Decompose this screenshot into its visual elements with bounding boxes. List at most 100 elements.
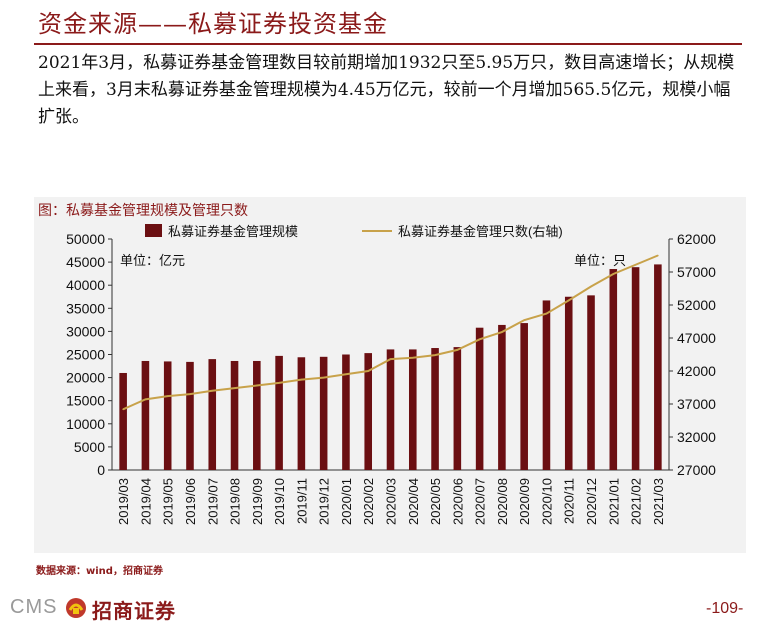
page-number: -109- — [706, 600, 744, 617]
bar-scale — [542, 300, 551, 470]
line-point — [501, 331, 503, 333]
bar-scale — [186, 361, 194, 470]
left-tick-label: 35000 — [66, 300, 105, 316]
right-tick-label: 57000 — [677, 264, 716, 280]
x-tick-label: 2020/10 — [539, 478, 554, 525]
body-paragraph: 2021年3月，私募证券基金管理数目较前期增加1932只至5.95万只，数目高速… — [38, 53, 735, 127]
bar-scale — [654, 264, 662, 470]
x-tick-label: 2019/03 — [116, 478, 131, 525]
x-tick-label: 2021/03 — [651, 478, 666, 525]
line-point — [523, 319, 525, 321]
bar-scale — [631, 267, 640, 470]
legend-swatch-bar — [145, 224, 162, 237]
x-tick-label: 2019/07 — [205, 478, 220, 525]
logo-en: CMS — [10, 596, 58, 618]
left-tick-label: 5000 — [74, 439, 105, 455]
data-source: 数据来源：wind，招商证券 — [36, 566, 163, 577]
line-point — [278, 382, 280, 384]
x-tick-label: 2020/02 — [361, 478, 376, 525]
line-point — [590, 285, 592, 288]
line-point — [545, 312, 548, 315]
logo-cn: 招商证券 — [92, 599, 176, 623]
line-point — [122, 408, 124, 411]
bar-scale — [253, 360, 261, 470]
x-tick-label: 2019/04 — [138, 478, 153, 525]
right-tick-label: 32000 — [677, 429, 716, 445]
bar-scale — [587, 295, 595, 470]
legend-label-line: 私募证券基金管理只数(右轴) — [398, 224, 563, 239]
left-tick-label: 15000 — [66, 393, 105, 409]
bar-scale — [520, 323, 528, 470]
x-tick-label: 2020/11 — [562, 478, 577, 524]
bar-scale — [386, 349, 395, 470]
bar-scale — [609, 269, 618, 470]
left-tick-label: 10000 — [66, 416, 105, 432]
x-tick-label: 2019/08 — [228, 478, 243, 525]
bar-scale — [319, 356, 328, 470]
x-tick-label: 2020/12 — [584, 478, 599, 525]
line-point — [612, 273, 615, 275]
bar-scale — [564, 296, 573, 470]
bar-scale — [498, 324, 506, 470]
title-divider — [34, 43, 742, 45]
line-point — [300, 378, 303, 381]
x-tick-label: 2019/09 — [250, 478, 265, 525]
line-point — [345, 373, 347, 376]
x-tick-label: 2021/02 — [629, 478, 644, 525]
line-point — [456, 349, 459, 351]
line-point — [567, 299, 570, 302]
x-tick-label: 2020/03 — [384, 478, 399, 525]
bar-scale — [208, 359, 217, 470]
right-tick-label: 42000 — [677, 363, 716, 379]
line-point — [256, 384, 258, 387]
x-tick-label: 2021/01 — [606, 478, 621, 525]
left-tick-label: 45000 — [66, 254, 105, 270]
left-tick-label: 30000 — [66, 323, 105, 339]
line-point — [144, 398, 147, 401]
line-point — [322, 376, 325, 379]
bar-scale — [163, 361, 172, 470]
line-point — [434, 354, 436, 356]
bar-scale — [364, 353, 373, 470]
x-tick-label: 2020/07 — [473, 478, 488, 525]
left-tick-label: 40000 — [66, 277, 105, 293]
x-tick-label: 2020/08 — [495, 478, 510, 525]
bar-scale — [230, 360, 239, 470]
bar-scale — [119, 372, 127, 470]
figure-caption: 图：私募基金管理规模及管理只数 — [38, 203, 248, 219]
line-point — [634, 263, 637, 266]
x-tick-label: 2019/06 — [183, 478, 198, 525]
right-tick-label: 62000 — [677, 231, 716, 247]
bar-scale — [342, 354, 350, 470]
line-point — [389, 358, 392, 360]
right-unit-label: 单位：只 — [574, 253, 626, 268]
x-tick-label: 2020/01 — [339, 478, 354, 525]
bar-scale — [408, 349, 417, 470]
right-tick-label: 52000 — [677, 297, 716, 313]
bar-scale — [453, 347, 462, 470]
left-tick-label: 50000 — [66, 231, 105, 247]
line-point — [166, 395, 169, 397]
left-tick-label: 25000 — [66, 347, 105, 363]
line-point — [657, 254, 659, 257]
line-point — [367, 370, 370, 372]
right-tick-label: 47000 — [677, 330, 716, 346]
x-tick-label: 2020/04 — [406, 478, 421, 525]
line-point — [411, 357, 414, 359]
right-tick-label: 37000 — [677, 396, 716, 412]
left-tick-label: 0 — [97, 462, 105, 478]
line-point — [478, 338, 481, 341]
bar-scale — [141, 360, 150, 470]
x-tick-label: 2019/05 — [161, 478, 176, 525]
bar-scale — [475, 327, 484, 470]
bar-scale — [431, 348, 439, 470]
line-point — [211, 390, 214, 392]
x-tick-label: 2020/06 — [450, 478, 465, 525]
x-tick-label: 2020/05 — [428, 478, 443, 525]
line-point — [233, 387, 236, 389]
x-tick-label: 2019/12 — [317, 478, 332, 525]
bar-scale — [275, 355, 283, 470]
line-point — [189, 393, 191, 395]
right-tick-label: 27000 — [677, 462, 716, 478]
